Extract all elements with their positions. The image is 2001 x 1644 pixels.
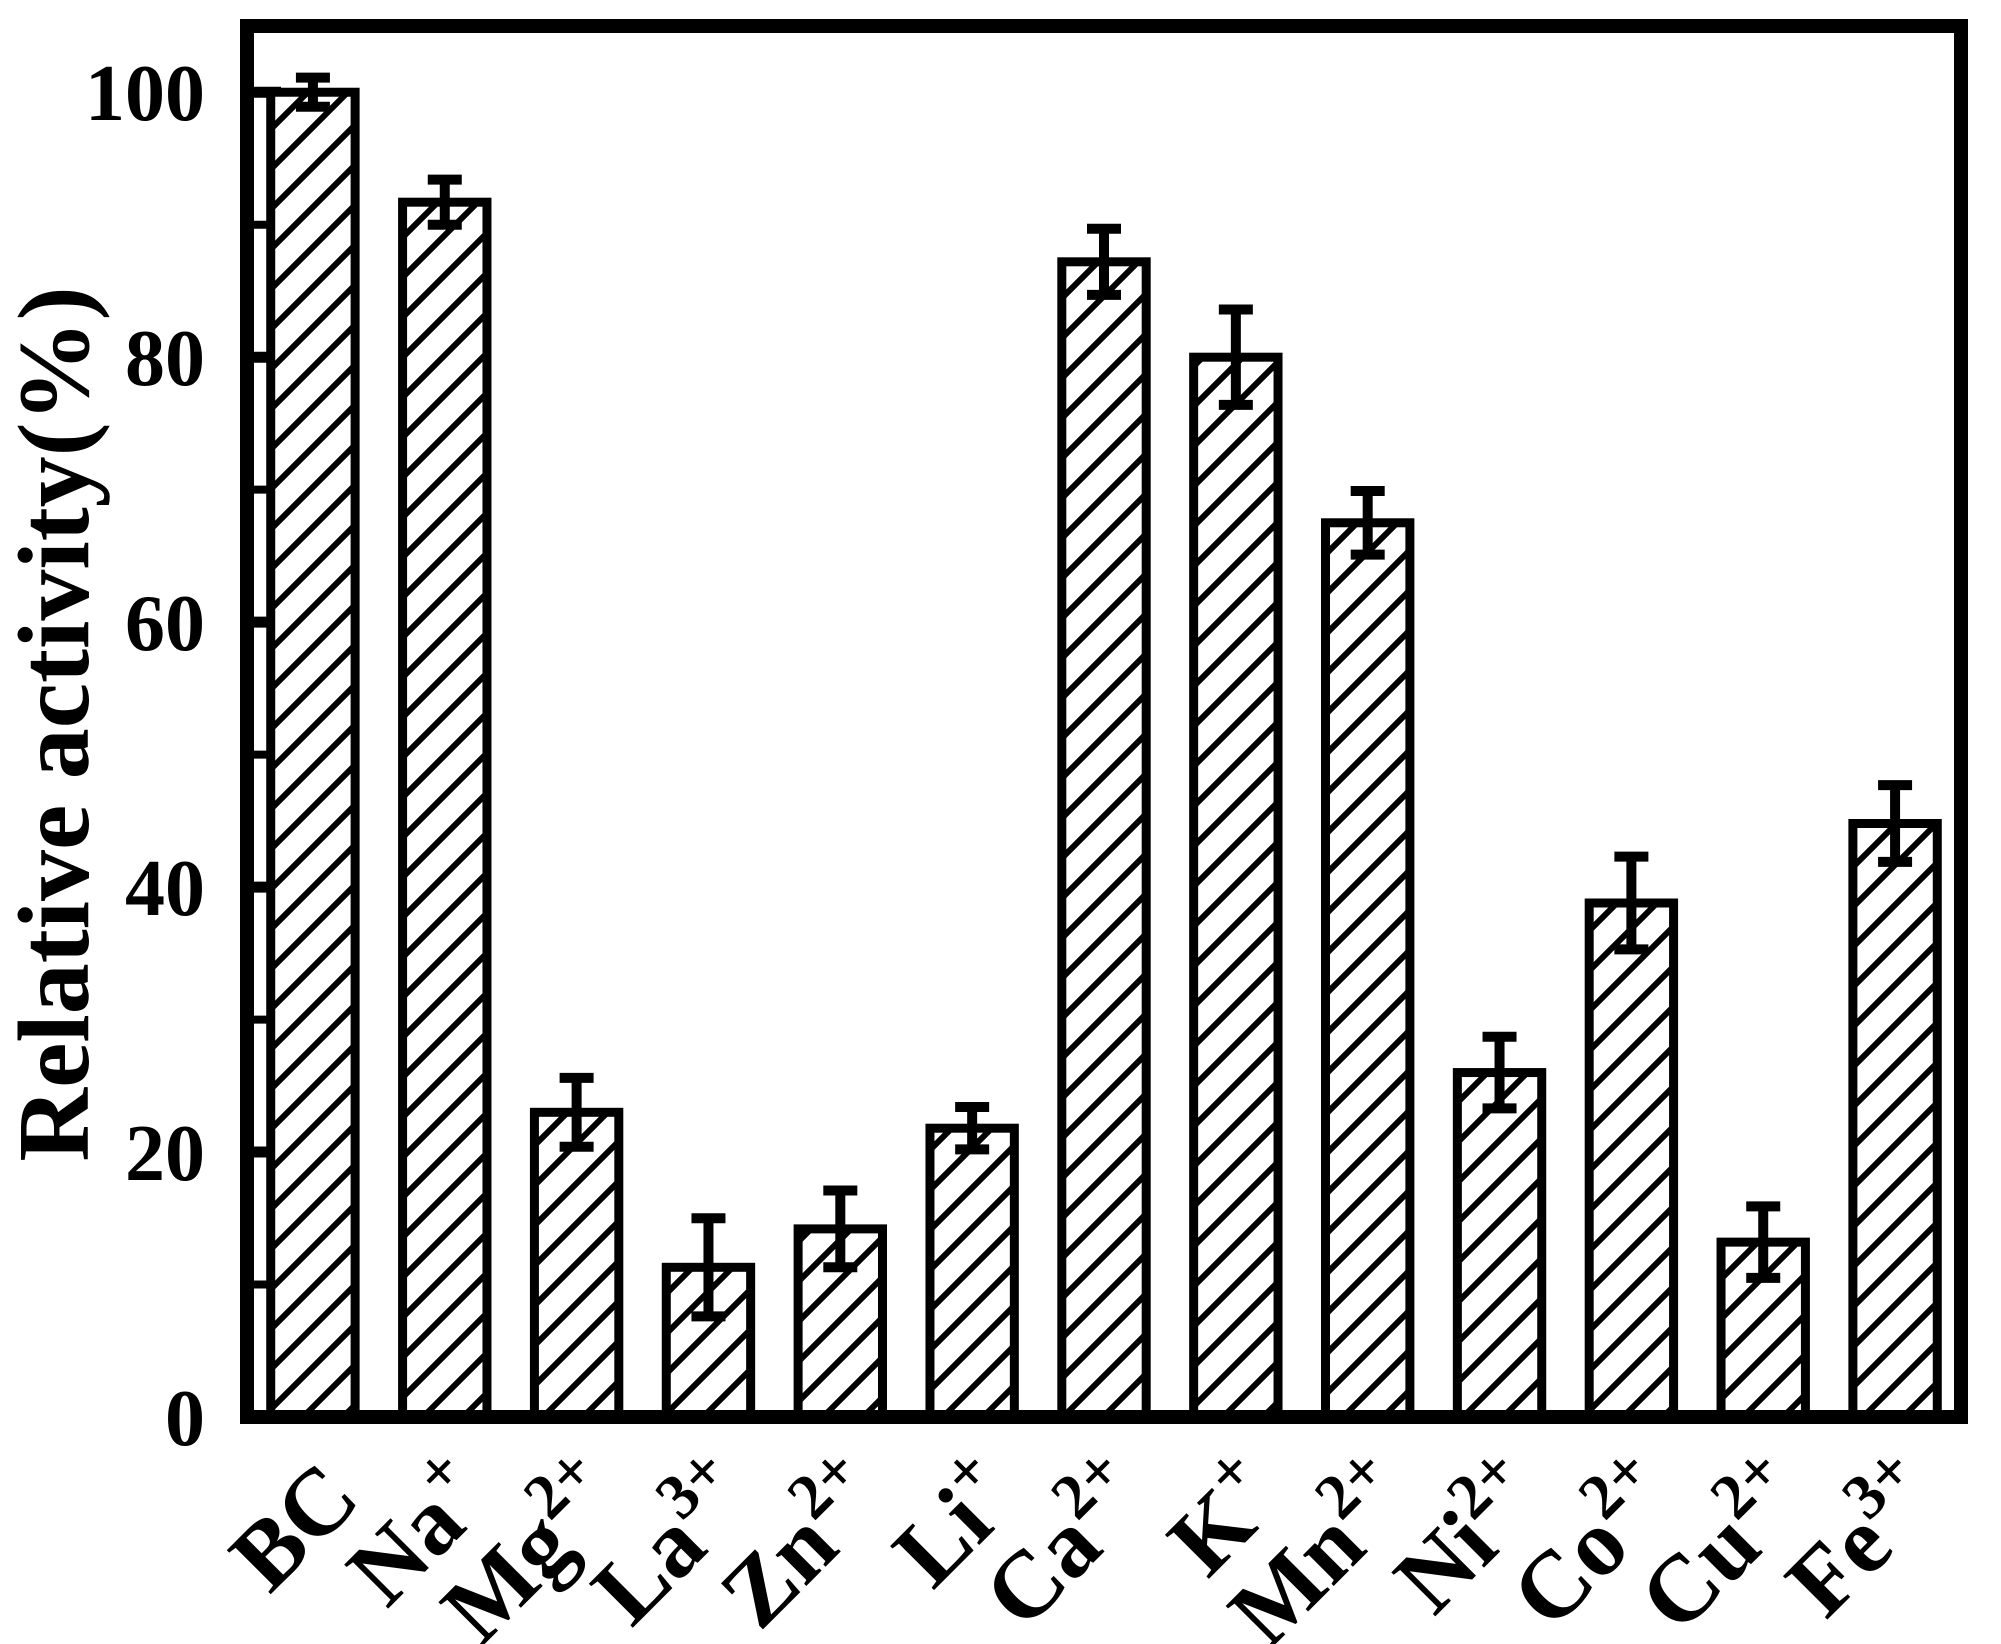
- y-tick-label: 60: [125, 580, 205, 668]
- bar-Ca2+: [1057, 257, 1151, 1422]
- bar-Mn2+: [1321, 518, 1415, 1422]
- plot-box: [240, 19, 1968, 1424]
- y-axis-label: Relative activity(%): [0, 286, 111, 1161]
- error-bar-Mn2+: [1350, 485, 1385, 560]
- bar-Na+: [398, 197, 492, 1422]
- error-bar-K+: [1218, 304, 1253, 410]
- x-tick-label-Zn2+: Zn2+: [691, 1433, 905, 1644]
- bar-Co2+: [1584, 898, 1679, 1422]
- error-bar-Ca2+: [1087, 223, 1121, 300]
- bar-Li+: [925, 1123, 1019, 1422]
- y-tick-label: 80: [125, 315, 205, 403]
- bar-Fe3+: [1848, 819, 1942, 1422]
- error-bar-Fe3+: [1878, 780, 1913, 867]
- error-bar-Li+: [955, 1102, 990, 1155]
- error-bar-La3+: [691, 1213, 726, 1322]
- error-bar-BC: [295, 72, 330, 112]
- bar-Ni2+: [1452, 1068, 1547, 1422]
- error-bar-Na+: [427, 174, 462, 230]
- bar-K+: [1189, 352, 1283, 1422]
- bar-BC: [266, 87, 360, 1422]
- error-bar-Mg2+: [559, 1072, 594, 1152]
- bar-Mg2+: [529, 1107, 624, 1422]
- y-tick-label: 0: [165, 1375, 205, 1463]
- x-tick-label-Fe3+: Fe3+: [1757, 1433, 1960, 1636]
- y-tick-label: 20: [125, 1110, 205, 1198]
- error-bar-Zn2+: [823, 1185, 858, 1273]
- error-bar-Ni2+: [1482, 1031, 1517, 1114]
- y-tick-label: 40: [125, 845, 205, 933]
- error-bar-Cu2+: [1746, 1201, 1781, 1283]
- error-bar-Co2+: [1614, 851, 1649, 955]
- y-tick-label: 100: [85, 50, 205, 138]
